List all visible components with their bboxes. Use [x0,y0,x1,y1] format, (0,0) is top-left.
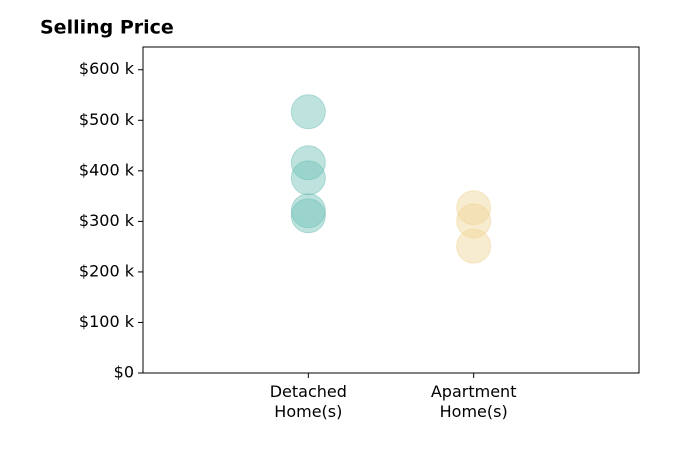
chart-title: Selling Price [40,17,174,39]
y-tick-label: $200 k [79,261,135,280]
x-tick-label: Apartment Home(s) [431,382,517,421]
point [290,193,326,229]
label-line: Apartment [431,382,517,401]
y-tick-label: $100 k [79,312,135,331]
y-tick-label: $600 k [79,59,135,78]
point [290,160,326,196]
point [290,198,326,234]
point [290,145,326,181]
label-line: Home(s) [440,402,508,421]
point [456,190,492,226]
y-tick-label: $0 [114,363,134,382]
point [456,203,492,239]
plot-frame [142,46,640,374]
y-tick-label: $500 k [79,110,135,129]
label-line: Detached [270,382,347,401]
point [290,94,326,130]
y-tick-label: $300 k [79,211,135,230]
label-line: Home(s) [274,402,342,421]
x-tick-label: Detached Home(s) [270,382,347,421]
y-tick-label: $400 k [79,160,135,179]
point [456,228,492,264]
